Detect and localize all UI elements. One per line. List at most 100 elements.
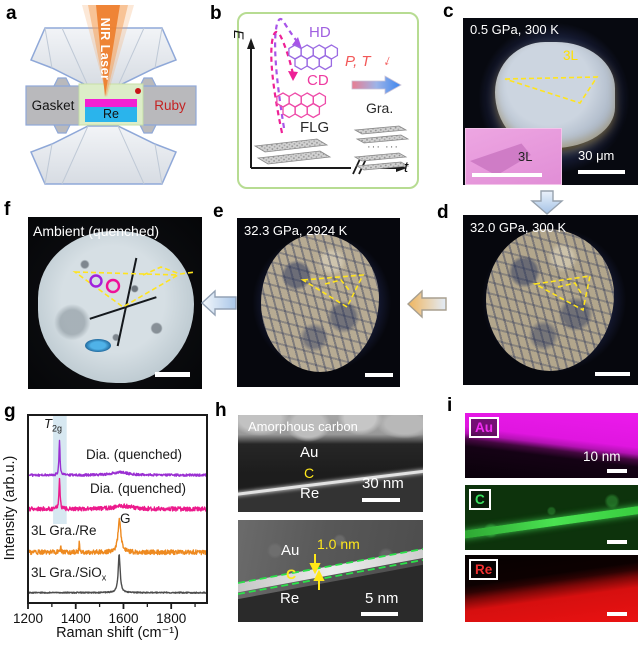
raman-plot: 1200 1400 1600 1800	[13, 414, 208, 626]
scalebar-htop	[362, 498, 400, 502]
heated-sample	[261, 234, 379, 372]
y-axis-label: Intensity (arb.u.)	[2, 455, 18, 561]
hd-pathway-curve	[274, 17, 300, 129]
x-tick-label: 1400	[61, 611, 91, 626]
flg-label: FLG	[300, 119, 330, 136]
down-block-arrow-icon	[530, 190, 564, 215]
trilayer-outline-dashed	[532, 275, 592, 312]
scalebar-d	[595, 372, 630, 376]
caption-e: e	[213, 201, 224, 222]
scalebar-f	[155, 372, 190, 377]
re-label: Re	[280, 590, 300, 607]
thickness-label: 1.0 nm	[317, 536, 360, 552]
g-peak-label: G	[120, 511, 131, 526]
hd-label: HD	[309, 24, 331, 41]
condition-label-e: 32.3 GPa, 2924 K	[244, 223, 348, 238]
gasket-label: Gasket	[31, 98, 75, 113]
graphite-ellipsis: ··· ···	[367, 141, 400, 153]
raman-trace-2	[27, 517, 208, 556]
f-annotations	[72, 266, 196, 308]
graphite-sheets	[353, 125, 410, 171]
trilayer-outline-dashed	[504, 76, 599, 104]
hd-lattice-graphic	[288, 44, 339, 71]
optical-image-0p5gpa: 0.5 GPa, 300 K 3L 3L 30 μm	[463, 18, 638, 185]
panel-f-optical-image: f Ambient (quenched)	[0, 190, 202, 400]
optical-image-32gpa: 32.0 GPa, 300 K	[463, 215, 638, 385]
inner-dashed-mark	[557, 282, 582, 294]
hbot-annotations	[238, 548, 423, 595]
trace-label-gra-re: 3L Gra./Re	[31, 523, 97, 538]
nir-laser-label: NIR Laser	[98, 17, 112, 81]
top-anvil-facets	[44, 27, 163, 87]
bottom-anvil-facets	[44, 125, 163, 185]
bottom-diamond-anvil	[29, 125, 178, 185]
eds-map-c: C	[465, 485, 638, 550]
panel-c-optical-image: c 0.5 GPa, 300 K 3L 3L 30 μm	[420, 0, 640, 190]
caption-c: c	[443, 1, 454, 22]
re-label: Re	[300, 485, 320, 502]
re-substrate	[85, 107, 137, 122]
e-annotations	[300, 274, 365, 309]
cd-arrowhead	[288, 71, 298, 81]
eds-map-re: Re	[465, 555, 638, 622]
quenched-sample	[38, 231, 194, 383]
au-label: Au	[281, 542, 300, 559]
purple-spot-marker	[89, 274, 103, 288]
au-label: Au	[300, 444, 319, 461]
hd-arrowhead	[292, 37, 302, 49]
flg-sheets	[253, 138, 332, 165]
arrow-c-to-d	[530, 190, 564, 215]
panel-d-optical-image: d 32.0 GPa, 300 K	[420, 190, 640, 400]
panel-g-raman-spectra: g 1200 1400 1600 1800 Intensity (arb.u.) Ra…	[0, 395, 210, 651]
inset-flake-shape	[470, 143, 531, 176]
cd-label: CD	[307, 72, 329, 89]
thickness-arrows	[309, 554, 325, 590]
caption-g: g	[4, 401, 16, 422]
time-axis-label: t	[404, 159, 409, 176]
eds-map-au: Au 10 nm	[465, 413, 638, 478]
raman-trace-3	[27, 554, 208, 594]
graphite-label: Gra.	[366, 100, 394, 116]
layer-boundary-dashed-lines	[238, 548, 423, 595]
ambient-inset-image: 3L	[465, 128, 562, 185]
condition-label-c: 0.5 GPa, 300 K	[470, 22, 559, 37]
scalebar-hbot	[361, 612, 398, 616]
tem-image-low-mag: Amorphous carbon Au C Re 30 nm	[238, 415, 423, 512]
d-annotations	[532, 275, 592, 312]
pt-gradient-arrow	[351, 75, 402, 95]
condition-label-d: 32.0 GPa, 300 K	[470, 220, 567, 235]
carbon-stripe	[465, 504, 638, 540]
graphene-sample-layer	[85, 99, 137, 107]
pressure-temperature-label: P, T	[345, 53, 371, 70]
trilayer-outline-dashed	[72, 271, 181, 308]
tem-image-high-mag: Au 1.0 nm C Re 5 nm	[238, 520, 423, 622]
au-map-label: Au	[469, 417, 499, 438]
scalebar-e	[365, 373, 393, 377]
e-axis-arrowhead	[247, 38, 255, 49]
panel-h-tem-images: h Amorphous carbon Au C Re 30 nm	[210, 395, 425, 651]
raman-trace-0	[27, 439, 208, 478]
c-annotations	[504, 76, 599, 104]
flake-label-3l: 3L	[563, 48, 579, 63]
scalebar-label-au: 10 nm	[583, 449, 621, 464]
amorphous-carbon-label: Amorphous carbon	[248, 419, 358, 434]
scalebar-label-hbot: 5 nm	[365, 590, 399, 607]
optical-image-quenched: Ambient (quenched)	[28, 217, 202, 389]
re-label: Re	[103, 107, 119, 121]
gasket-blocks	[25, 77, 197, 134]
c-label: C	[304, 465, 315, 481]
left-block-arrow-icon	[406, 289, 447, 319]
cd-pathway-curve	[270, 30, 295, 134]
condition-label-f: Ambient (quenched)	[33, 223, 160, 239]
arrow-e-to-f	[200, 289, 237, 317]
blue-residue-patch	[85, 339, 111, 352]
compressed-sample	[486, 229, 614, 371]
caption-b: b	[210, 3, 222, 24]
left-block-arrow-icon	[200, 289, 237, 317]
trilayer-outline-dashed	[300, 274, 365, 309]
t2g-peak-label: T2g	[44, 416, 62, 434]
trace-label-dia1: Dia. (quenched)	[86, 447, 183, 462]
panel-a-dac-schematic: a NIR Laser Ga	[0, 0, 210, 190]
magenta-spot-marker	[105, 278, 121, 294]
raman-trace-1	[27, 477, 208, 512]
